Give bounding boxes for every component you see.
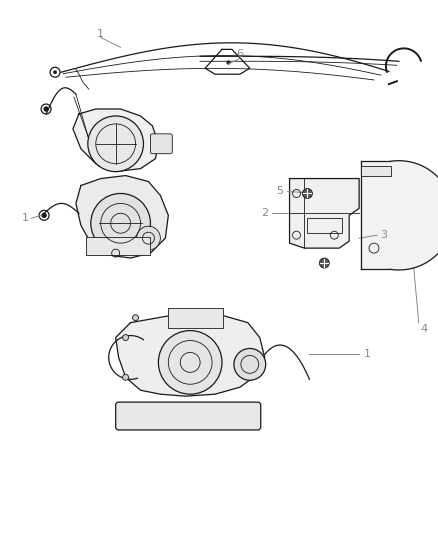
Circle shape xyxy=(136,226,160,250)
Polygon shape xyxy=(289,179,358,248)
Text: 1: 1 xyxy=(22,213,28,223)
Bar xyxy=(307,219,342,233)
Bar xyxy=(86,237,150,255)
Circle shape xyxy=(42,213,46,217)
Text: 5: 5 xyxy=(276,187,283,197)
Text: 3: 3 xyxy=(380,230,387,240)
Circle shape xyxy=(91,193,150,253)
Circle shape xyxy=(122,374,128,380)
Ellipse shape xyxy=(229,408,246,420)
Ellipse shape xyxy=(205,408,223,420)
Polygon shape xyxy=(76,175,168,258)
FancyBboxPatch shape xyxy=(150,134,172,154)
Ellipse shape xyxy=(177,408,195,420)
Text: 4: 4 xyxy=(419,324,426,334)
Text: 1: 1 xyxy=(363,350,370,359)
Text: 6: 6 xyxy=(236,50,243,59)
Circle shape xyxy=(53,71,57,74)
Circle shape xyxy=(88,116,143,172)
Text: 1: 1 xyxy=(97,29,104,39)
Polygon shape xyxy=(360,160,438,270)
Bar xyxy=(168,308,223,328)
Circle shape xyxy=(318,258,328,268)
Circle shape xyxy=(233,349,265,380)
Circle shape xyxy=(44,107,48,111)
Circle shape xyxy=(158,330,222,394)
Polygon shape xyxy=(73,109,158,172)
Polygon shape xyxy=(115,314,264,396)
Bar xyxy=(360,166,390,175)
Circle shape xyxy=(132,314,138,321)
Circle shape xyxy=(302,189,312,198)
Ellipse shape xyxy=(154,408,172,420)
Text: 2: 2 xyxy=(261,208,268,219)
Circle shape xyxy=(122,335,128,341)
FancyBboxPatch shape xyxy=(115,402,260,430)
Ellipse shape xyxy=(131,408,149,420)
